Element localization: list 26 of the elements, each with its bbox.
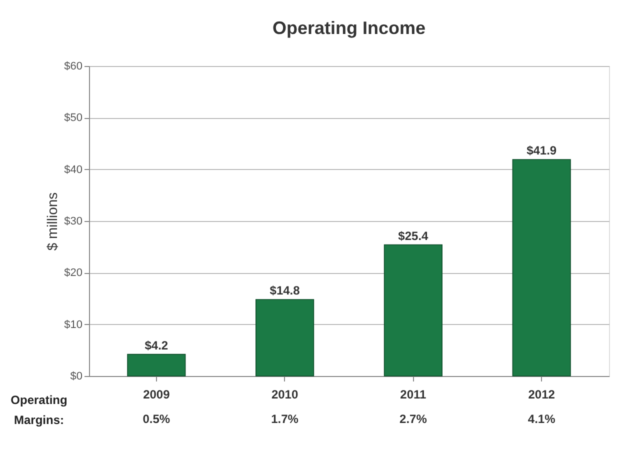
x-tick-label: 2012 bbox=[528, 388, 556, 402]
y-axis-title: $ millions bbox=[44, 192, 60, 251]
text: 0.5% bbox=[142, 412, 170, 426]
bar bbox=[256, 299, 314, 376]
x-tick-label: 2011 bbox=[400, 388, 427, 402]
y-tick-label: $40 bbox=[64, 164, 82, 176]
y-tick-label: $50 bbox=[64, 112, 82, 124]
text: 1.7% bbox=[271, 412, 299, 426]
bar bbox=[127, 354, 186, 376]
data-label: $4.2 bbox=[144, 338, 168, 352]
text: 2.7% bbox=[400, 412, 428, 426]
y-tick-label: $20 bbox=[64, 267, 82, 280]
y-tick-label: $30 bbox=[64, 216, 82, 228]
x-tick-label: 2009 bbox=[143, 388, 170, 402]
bar bbox=[512, 159, 571, 376]
bar bbox=[384, 244, 442, 376]
text: 4.1% bbox=[528, 412, 556, 426]
y-tick-label: $0 bbox=[70, 370, 82, 382]
data-label: $25.4 bbox=[398, 228, 429, 243]
data-label: $41.9 bbox=[526, 144, 557, 158]
y-tick-label: $60 bbox=[64, 60, 82, 72]
text: Operating Margins: bbox=[10, 393, 68, 427]
x-tick-label: 2010 bbox=[271, 388, 298, 402]
data-label: $14.8 bbox=[270, 284, 300, 298]
chart-title: Operating Income bbox=[272, 18, 426, 38]
y-tick-label: $10 bbox=[64, 318, 82, 331]
